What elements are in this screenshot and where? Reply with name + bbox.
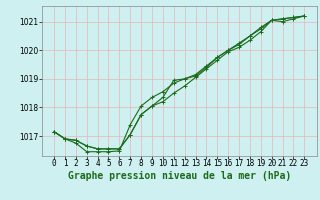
X-axis label: Graphe pression niveau de la mer (hPa): Graphe pression niveau de la mer (hPa) (68, 171, 291, 181)
